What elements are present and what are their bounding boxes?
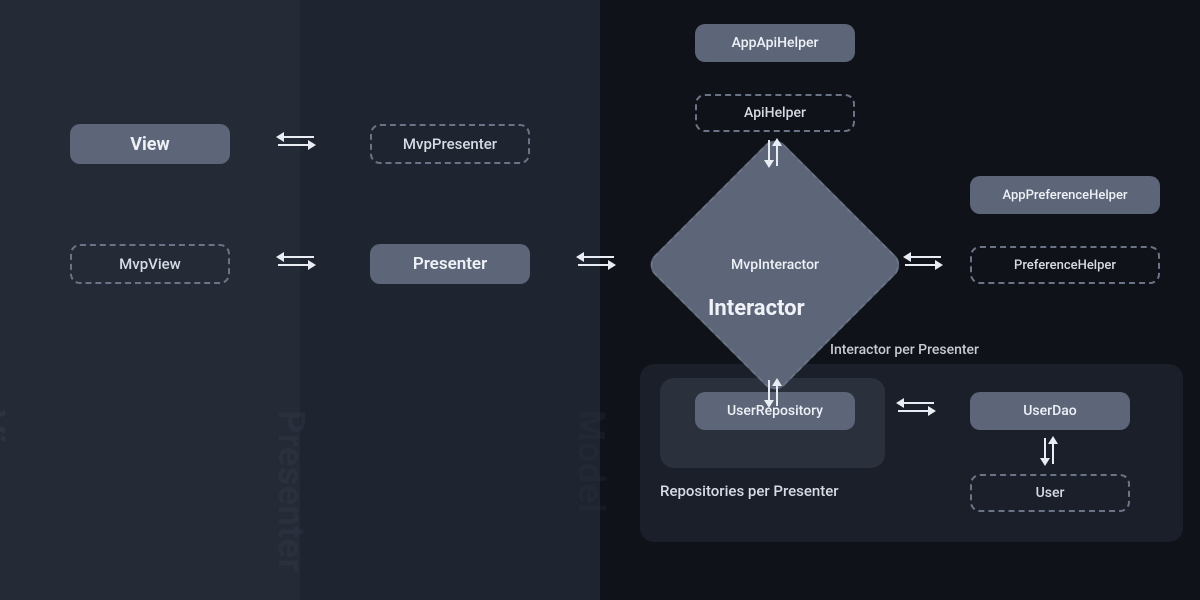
column-presenter [300, 0, 600, 600]
arrow-view-presenter-mid [278, 256, 314, 266]
column-label-view: View [0, 410, 12, 491]
userdao: UserDao [970, 392, 1130, 430]
view-box: View [70, 124, 230, 164]
diagram-canvas: ViewPresenterModelMvpInteractorViewMvpVi… [0, 0, 1200, 600]
arrow-dao-user [1044, 438, 1054, 464]
arrow-api-interactor [768, 140, 778, 166]
arrow-interactor-repo [768, 380, 778, 406]
mvppresenter-box: MvpPresenter [370, 124, 530, 164]
column-view [0, 0, 300, 600]
column-label-model: Model [570, 410, 612, 513]
appprefhelper: AppPreferenceHelper [970, 176, 1160, 214]
user: User [970, 474, 1130, 512]
interactor-per-presenter: Interactor per Presenter [830, 342, 979, 358]
apihelper: ApiHelper [695, 94, 855, 132]
arrow-presenter-interactor [578, 256, 614, 266]
arrow-repo-dao [898, 402, 934, 412]
prefhelper: PreferenceHelper [970, 246, 1160, 284]
interactor-title: Interactor [708, 296, 805, 321]
presenter-box: Presenter [370, 244, 530, 284]
repos-per-presenter: Repositories per Presenter [660, 482, 839, 500]
arrow-view-presenter-top [278, 136, 314, 146]
arrow-interactor-pref [905, 256, 941, 266]
appapihelper: AppApiHelper [695, 24, 855, 62]
column-label-presenter: Presenter [270, 410, 312, 572]
mvpview-box: MvpView [70, 244, 230, 284]
